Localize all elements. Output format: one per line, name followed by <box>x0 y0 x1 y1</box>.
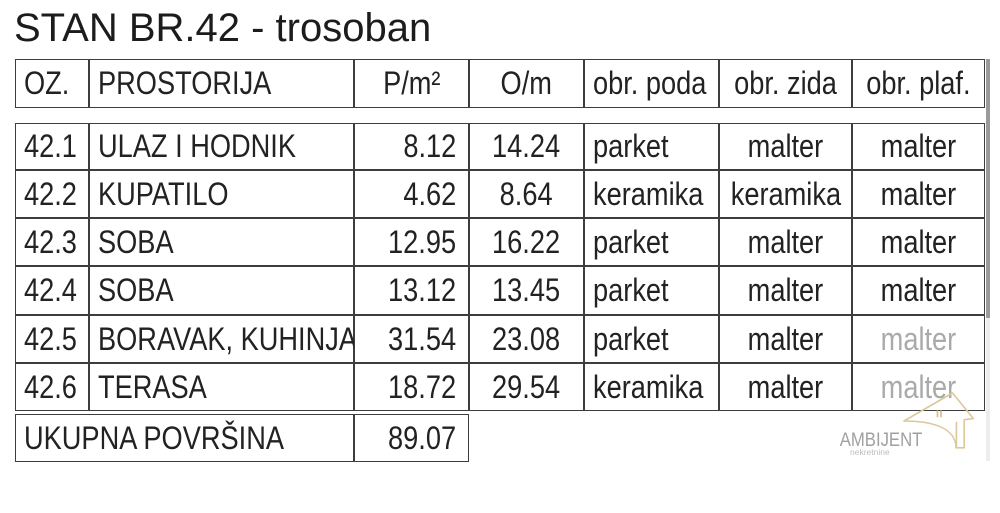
svg-text:nekretnine: nekretnine <box>850 447 890 457</box>
